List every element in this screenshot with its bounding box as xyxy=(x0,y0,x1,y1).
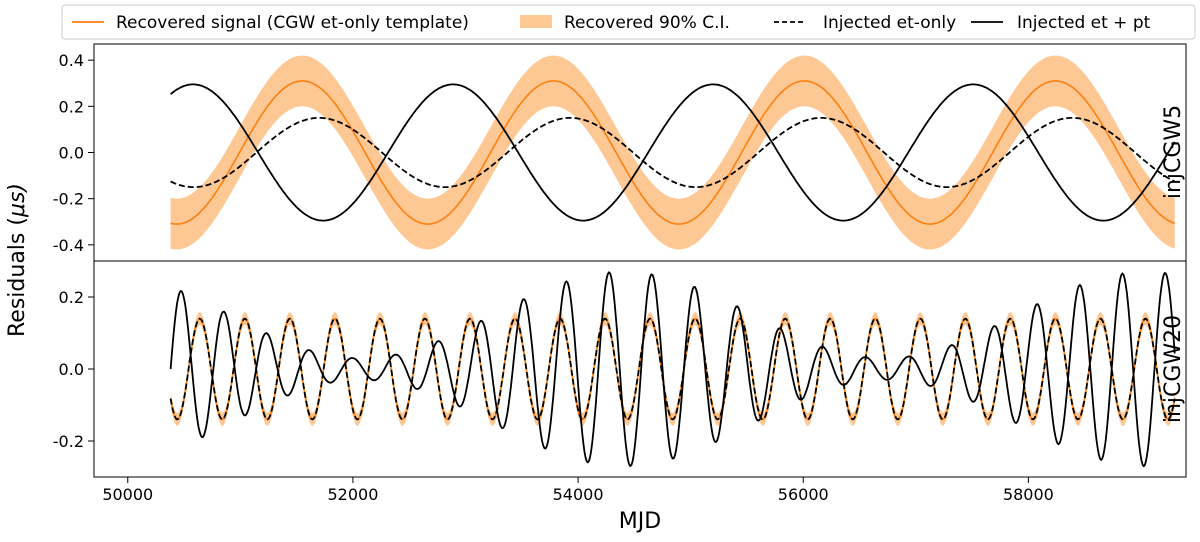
y-axis-label-suffix: s) xyxy=(5,183,30,203)
ytick-label: 0.4 xyxy=(59,51,84,70)
panel-injcgw5: -0.4 -0.2 0.0 0.2 0.4 injCGW5 xyxy=(53,43,1187,262)
legend-injected-et-pt-label: Injected et + pt xyxy=(1017,13,1151,33)
legend-frame xyxy=(61,4,1196,40)
panel-injcgw20-yticks: -0.2 0.0 0.2 xyxy=(53,288,94,451)
ytick-label: -0.2 xyxy=(53,190,84,209)
series-injcgw5-recovered-90-c-i xyxy=(170,55,1175,250)
panel-injcgw20-frame xyxy=(93,260,1187,478)
panel-injcgw5-label: injCGW5 xyxy=(1161,105,1186,199)
ytick-label: -0.4 xyxy=(53,236,84,255)
panel-injcgw5-plot xyxy=(170,55,1176,250)
xtick-label: 58000 xyxy=(1003,485,1054,504)
y-axis-label: Residuals (μs) xyxy=(5,183,30,337)
ytick-label: 0.2 xyxy=(59,97,84,116)
panel-injcgw20: -0.2 0.0 0.2 injCGW20 xyxy=(53,260,1187,478)
ytick-label: 0.0 xyxy=(59,144,84,163)
series-injcgw20-injected-et-pt xyxy=(169,271,1176,468)
xtick-label: 54000 xyxy=(553,485,604,504)
ytick-label: 0.0 xyxy=(59,360,84,379)
panel-injcgw20-plot xyxy=(169,271,1176,468)
xtick-label: 52000 xyxy=(327,485,378,504)
legend-injected-et-only-label: Injected et-only xyxy=(823,13,956,33)
ytick-label: -0.2 xyxy=(53,432,84,451)
series-injcgw20-injected-et-only xyxy=(169,317,1176,421)
legend: Recovered signal (CGW et-only template) … xyxy=(61,4,1196,40)
legend-recovered-label: Recovered signal (CGW et-only template) xyxy=(116,13,469,33)
series-injcgw5-recovered-signal-cgw-et-only-template xyxy=(170,80,1175,225)
legend-ci-label: Recovered 90% C.I. xyxy=(564,13,730,33)
xtick-label: 50000 xyxy=(102,485,153,504)
panel-injcgw20-label: injCGW20 xyxy=(1161,315,1186,423)
legend-ci-band-swatch xyxy=(520,15,552,28)
series-injcgw5-injected-et-only xyxy=(170,117,1176,189)
y-axis-label-prefix: Residuals ( xyxy=(5,217,30,337)
series-injcgw5-injected-et-pt xyxy=(170,83,1176,222)
xtick-label: 56000 xyxy=(778,485,829,504)
y-axis-label-mu: μ xyxy=(5,203,30,218)
ytick-label: 0.2 xyxy=(59,288,84,307)
x-axis-label: MJD xyxy=(619,509,661,534)
x-axis-ticks: 50000 52000 54000 56000 58000 xyxy=(102,477,1054,504)
panel-injcgw5-yticks: -0.4 -0.2 0.0 0.2 0.4 xyxy=(53,51,94,255)
